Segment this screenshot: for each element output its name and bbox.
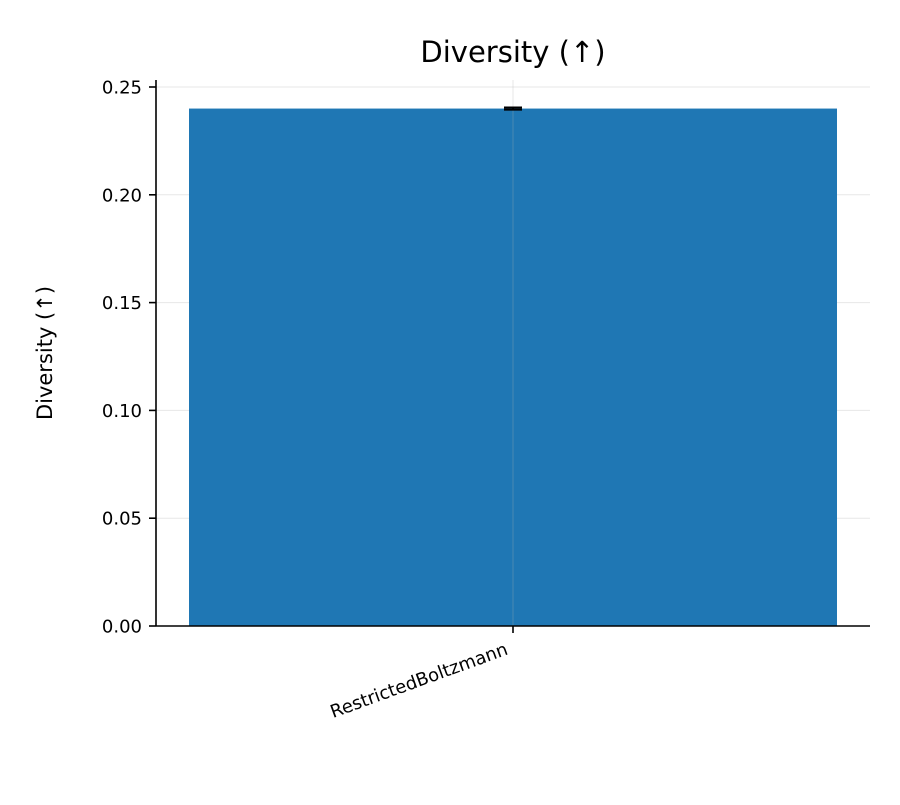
y-axis-title: Diversity (↑) [33,286,57,420]
chart-title: Diversity (↑) [420,35,605,69]
x-tick-label: RestrictedBoltzmann [328,639,511,723]
y-tick-label: 0.05 [102,509,142,530]
y-tick-label: 0.25 [102,78,142,99]
bar [189,108,837,626]
y-tick-label: 0.10 [102,401,142,422]
y-tick-label: 0.15 [102,293,142,314]
y-tick-label: 0.20 [102,185,142,206]
y-tick-label: 0.00 [102,617,142,638]
bars [189,80,837,626]
